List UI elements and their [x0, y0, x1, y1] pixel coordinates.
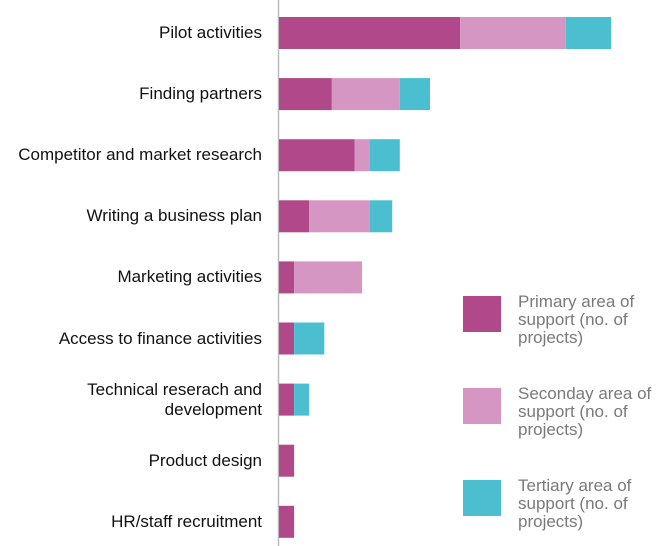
bar-segment	[279, 383, 295, 416]
bar-segment	[369, 139, 400, 172]
bar-segment	[279, 261, 295, 294]
category-label: Finding partners	[139, 84, 262, 104]
bar-segment	[354, 139, 370, 172]
category-label: Pilot activities	[159, 23, 262, 42]
legend-swatch	[463, 296, 501, 332]
bar-segment	[294, 261, 363, 294]
category-label: Competitor and market research	[18, 145, 262, 165]
bar-segment	[279, 444, 295, 477]
bar-segment	[279, 322, 295, 355]
bar-segment	[279, 139, 355, 172]
category-label: Product design	[148, 450, 262, 470]
bar-segment	[309, 200, 370, 233]
category-label: Marketing activities	[117, 267, 262, 287]
bar-segment	[369, 200, 393, 233]
bar-segment	[331, 78, 400, 111]
category-label: HR/staff recruitment	[111, 511, 262, 531]
category-label: Access to finance activities	[58, 328, 262, 348]
legend-label: Primary area of support (no. of projects…	[518, 292, 635, 347]
legend-swatch	[463, 388, 501, 424]
bar-segment	[460, 17, 566, 49]
bar-segment	[279, 505, 295, 538]
bar-segment	[279, 78, 332, 111]
legend-label: Tertiary area of support (no. of project…	[518, 476, 632, 531]
legend-label: Seconday area of support (no. of project…	[518, 384, 652, 439]
bar-segment	[279, 17, 461, 49]
bar-segment	[294, 383, 310, 416]
legend-swatch	[463, 480, 501, 516]
bar-segment	[565, 17, 612, 49]
bar-segment	[279, 200, 310, 233]
category-label: Technical reserach and development	[87, 379, 262, 419]
bar-segment	[399, 78, 430, 111]
bar-segment	[294, 322, 325, 355]
category-label: Writing a business plan	[86, 206, 262, 226]
